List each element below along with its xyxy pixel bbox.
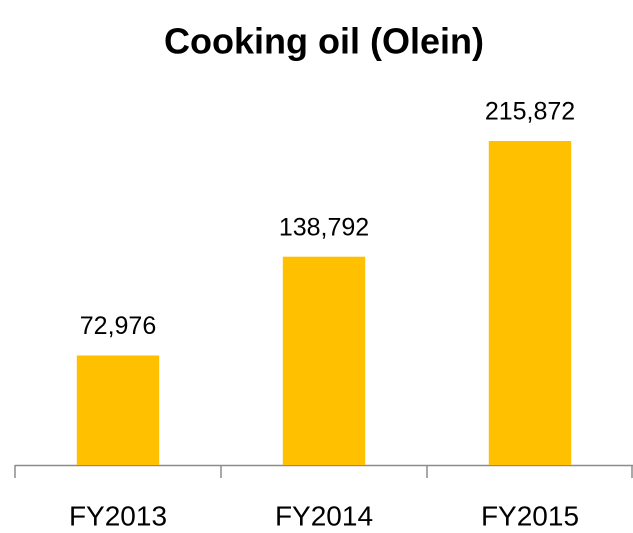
bar — [282, 256, 366, 465]
value-label: 215,872 — [485, 98, 575, 126]
x-tick-label: FY2015 — [481, 500, 579, 531]
value-label: 72,976 — [80, 312, 156, 340]
x-tick-label: FY2013 — [69, 500, 167, 531]
chart-title: Cooking oil (Olein) — [164, 21, 484, 62]
bar — [488, 141, 572, 465]
x-tick-label: FY2014 — [275, 500, 373, 531]
value-label: 138,792 — [279, 213, 369, 241]
bar — [76, 355, 160, 465]
